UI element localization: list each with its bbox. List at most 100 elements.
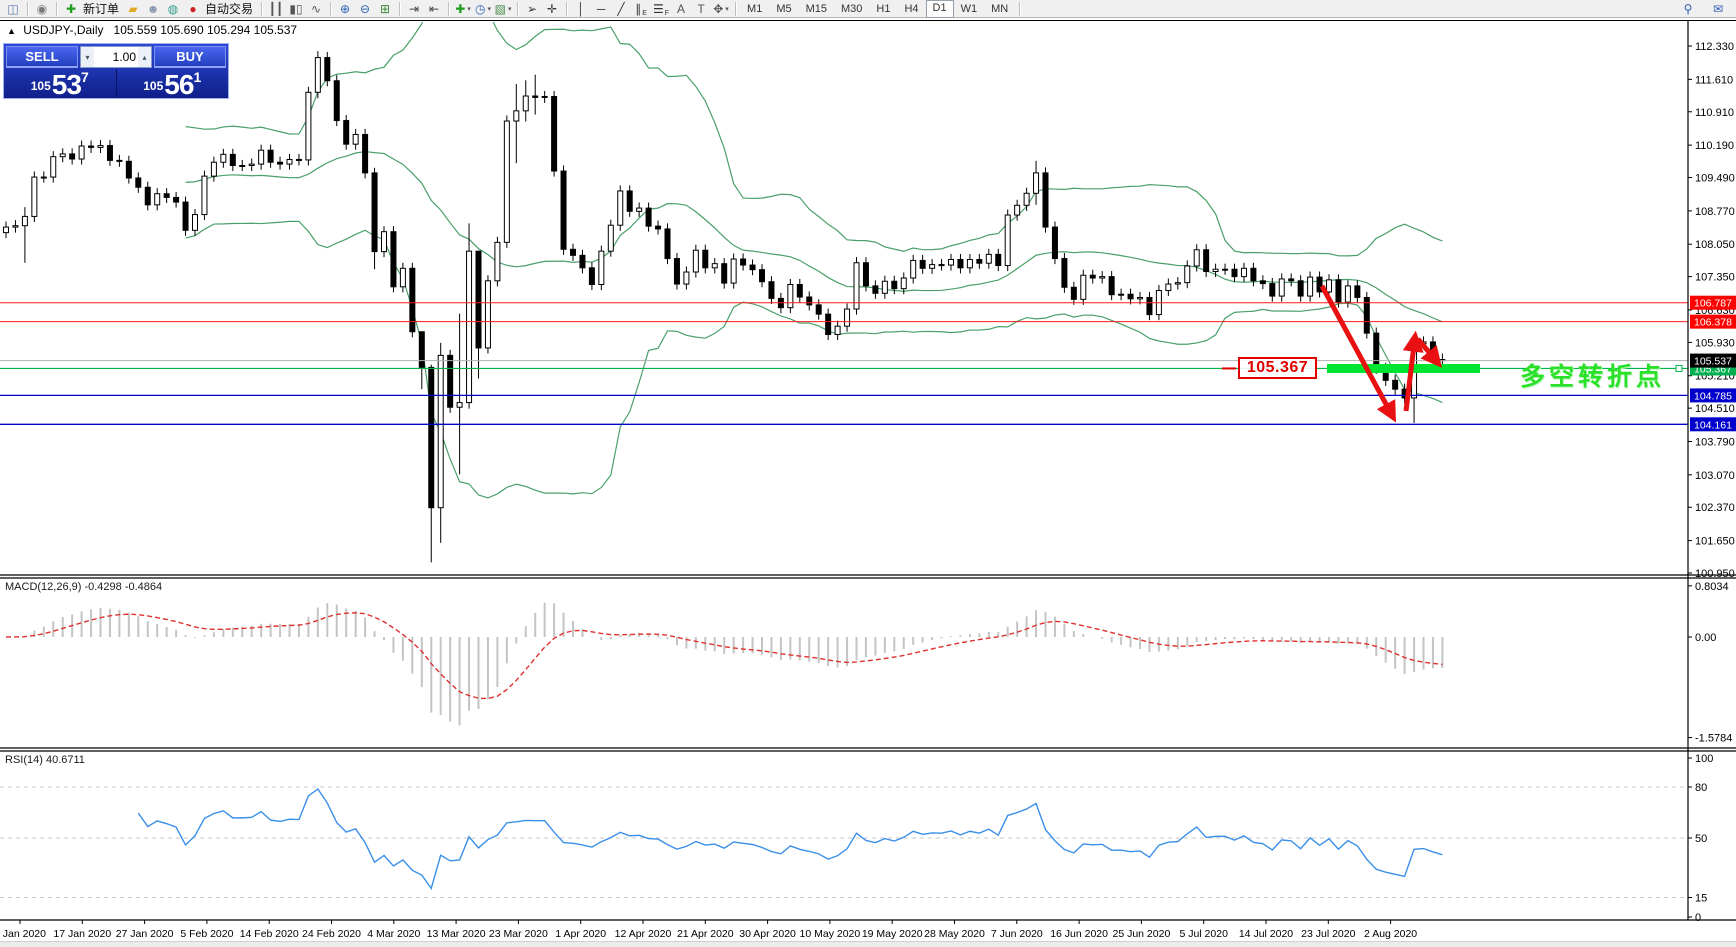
svg-text:15: 15 <box>1695 893 1707 905</box>
chart-area[interactable]: 112.330 111.610 110.910 110.190 109.490 108.7… <box>0 18 1736 947</box>
timeframe-button-h4[interactable]: H4 <box>904 2 919 15</box>
svg-text:8 Jan 2020: 8 Jan 2020 <box>0 928 46 940</box>
svg-text:16 Jun 2020: 16 Jun 2020 <box>1050 928 1108 940</box>
crosshair-icon[interactable]: ✛ <box>543 1 561 17</box>
buy-price[interactable]: 105 56 1 <box>115 69 229 99</box>
crosshair-icon: ✛ <box>547 1 558 16</box>
chat-icon: ✉ <box>1712 1 1724 16</box>
eraser-icon[interactable]: ▰ <box>124 1 142 17</box>
auto-scroll-icon: ⇥ <box>409 1 420 16</box>
chevron-down-icon[interactable]: ▾ <box>507 5 512 13</box>
add-indicator-icon: ✚ <box>455 1 466 16</box>
svg-text:25 Jun 2020: 25 Jun 2020 <box>1112 928 1170 940</box>
zoom-in-icon[interactable]: ⊕ <box>336 1 354 17</box>
toolbar-button-label[interactable]: 自动交易 <box>205 2 254 16</box>
svg-text:110.190: 110.190 <box>1695 140 1734 152</box>
cursor-icon[interactable]: ➢ <box>523 1 541 17</box>
symbol-ohlc-line: ▲ USDJPY-,Daily 105.559 105.690 105.294 … <box>7 23 297 37</box>
main-toolbar: ◫ ◉ ✚ 新订单 ▰ ☻ ◍ ● 自动交易 ┃┃ ▮▯ ∿ ⊕ ⊖ ⊞ ⇥ ⇤ ✚ ▾ ◷ ▾ ▧ ▾ ➢ ✛ │ ─ ╱ ∥ E ☰ F A… <box>0 0 1736 18</box>
svg-text:0: 0 <box>1695 912 1701 924</box>
search-icon[interactable]: ⚲ <box>1679 1 1697 17</box>
volume-input[interactable] <box>94 47 138 67</box>
buy-button[interactable]: BUY <box>154 46 226 68</box>
svg-text:19 May 2020: 19 May 2020 <box>862 928 923 940</box>
line-chart-icon[interactable]: ∿ <box>307 1 325 17</box>
label-icon[interactable]: T <box>692 1 710 17</box>
svg-text:109.490: 109.490 <box>1695 173 1735 185</box>
template-icon[interactable]: ▧ ▾ <box>494 1 512 17</box>
svg-text:7 Jun 2020: 7 Jun 2020 <box>991 928 1043 940</box>
add-indicator-icon[interactable]: ✚ ▾ <box>454 1 472 17</box>
one-click-toggle-icon[interactable]: ▲ <box>7 26 16 36</box>
line-chart-icon: ∿ <box>311 1 322 16</box>
volume-increase-button[interactable]: ▴ <box>138 47 151 67</box>
toolbar-separator <box>56 1 57 16</box>
bar-chart-icon[interactable]: ┃┃ <box>267 1 285 17</box>
zoom-out-icon[interactable]: ⊖ <box>356 1 374 17</box>
hline-icon[interactable]: ─ <box>592 1 610 17</box>
volume-decrease-button[interactable]: ▾ <box>81 47 94 67</box>
timeframe-button-m5[interactable]: M5 <box>776 2 792 15</box>
svg-text:2 Aug 2020: 2 Aug 2020 <box>1364 928 1417 940</box>
macd-indicator-label: MACD(12,26,9) -0.4298 -0.4864 <box>5 581 163 593</box>
sell-button[interactable]: SELL <box>6 46 78 68</box>
tile-windows-icon[interactable]: ⊞ <box>376 1 394 17</box>
turning-point-annotation[interactable]: 多空转折点 <box>1520 363 1666 391</box>
svg-text:111.610: 111.610 <box>1695 74 1733 86</box>
chevron-down-icon[interactable]: ▾ <box>487 5 492 13</box>
svg-text:13 Mar 2020: 13 Mar 2020 <box>427 928 486 940</box>
vline-icon: │ <box>577 1 585 16</box>
chat-icon[interactable]: ✉ <box>1709 1 1727 17</box>
toolbar-separator <box>566 1 568 16</box>
timeframe-button-d1[interactable]: D1 <box>925 0 954 18</box>
channel-icon: ∥ <box>635 1 642 16</box>
navigator-icon[interactable]: ☻ <box>144 1 162 17</box>
timeframe-button-mn[interactable]: MN <box>991 2 1009 15</box>
fibonacci-icon[interactable]: ☰ F <box>653 1 670 17</box>
svg-text:17 Jan 2020: 17 Jan 2020 <box>53 928 111 940</box>
timeframe-button-w1[interactable]: W1 <box>960 2 978 15</box>
vline-icon[interactable]: │ <box>572 1 590 17</box>
svg-text:12 Apr 2020: 12 Apr 2020 <box>615 928 672 940</box>
svg-text:23 Jul 2020: 23 Jul 2020 <box>1301 928 1355 940</box>
chevron-down-icon[interactable]: ▾ <box>467 5 471 13</box>
toolbar-separator <box>735 1 737 16</box>
shapes-icon[interactable]: ✥ ▾ <box>712 1 730 17</box>
timeframe-button-m15[interactable]: M15 <box>805 2 827 15</box>
svg-text:106.378: 106.378 <box>1694 317 1732 329</box>
svg-text:24 Feb 2020: 24 Feb 2020 <box>302 928 361 940</box>
symbol-name: USDJPY-,Daily <box>23 23 104 37</box>
autotrading-icon[interactable]: ● <box>184 1 202 17</box>
signals-icon[interactable]: ◍ <box>164 1 182 17</box>
new-order-icon[interactable]: ✚ <box>62 1 80 17</box>
text-icon[interactable]: A <box>672 1 690 17</box>
svg-text:30 Apr 2020: 30 Apr 2020 <box>739 928 796 940</box>
chevron-down-icon[interactable]: ▾ <box>725 5 729 13</box>
sell-price[interactable]: 105 53 7 <box>30 69 89 100</box>
rsi-indicator-label: RSI(14) 40.6711 <box>5 754 85 766</box>
timeframe-button-m30[interactable]: M30 <box>841 2 863 15</box>
svg-text:14 Feb 2020: 14 Feb 2020 <box>240 928 299 940</box>
channel-icon[interactable]: ∥ E <box>635 1 647 17</box>
candlestick-icon[interactable]: ▮▯ <box>287 1 305 17</box>
svg-text:104.785: 104.785 <box>1694 390 1732 402</box>
price-annotation-box[interactable]: 105.367 <box>1238 357 1317 379</box>
toolbar-button-label[interactable]: 新订单 <box>83 2 120 16</box>
charts-icon[interactable]: ◫ <box>4 1 22 17</box>
timeframe-button-h1[interactable]: H1 <box>876 2 891 15</box>
trendline-icon[interactable]: ╱ <box>612 1 630 17</box>
timeframe-button-m1[interactable]: M1 <box>747 2 763 15</box>
svg-text:108.050: 108.050 <box>1695 239 1735 251</box>
fibonacci-icon: ☰ <box>653 1 664 16</box>
market-watch-icon[interactable]: ◉ <box>33 1 51 17</box>
svg-text:1 Apr 2020: 1 Apr 2020 <box>555 928 606 940</box>
navigator-icon: ☻ <box>146 1 160 16</box>
svg-text:105.930: 105.930 <box>1695 337 1735 349</box>
chart-shift-icon[interactable]: ⇤ <box>425 1 443 17</box>
svg-text:5 Jul 2020: 5 Jul 2020 <box>1179 928 1228 940</box>
charts-icon: ◫ <box>7 1 19 16</box>
period-icon[interactable]: ◷ ▾ <box>474 1 492 17</box>
hline-icon: ─ <box>596 1 606 16</box>
auto-scroll-icon[interactable]: ⇥ <box>405 1 423 17</box>
